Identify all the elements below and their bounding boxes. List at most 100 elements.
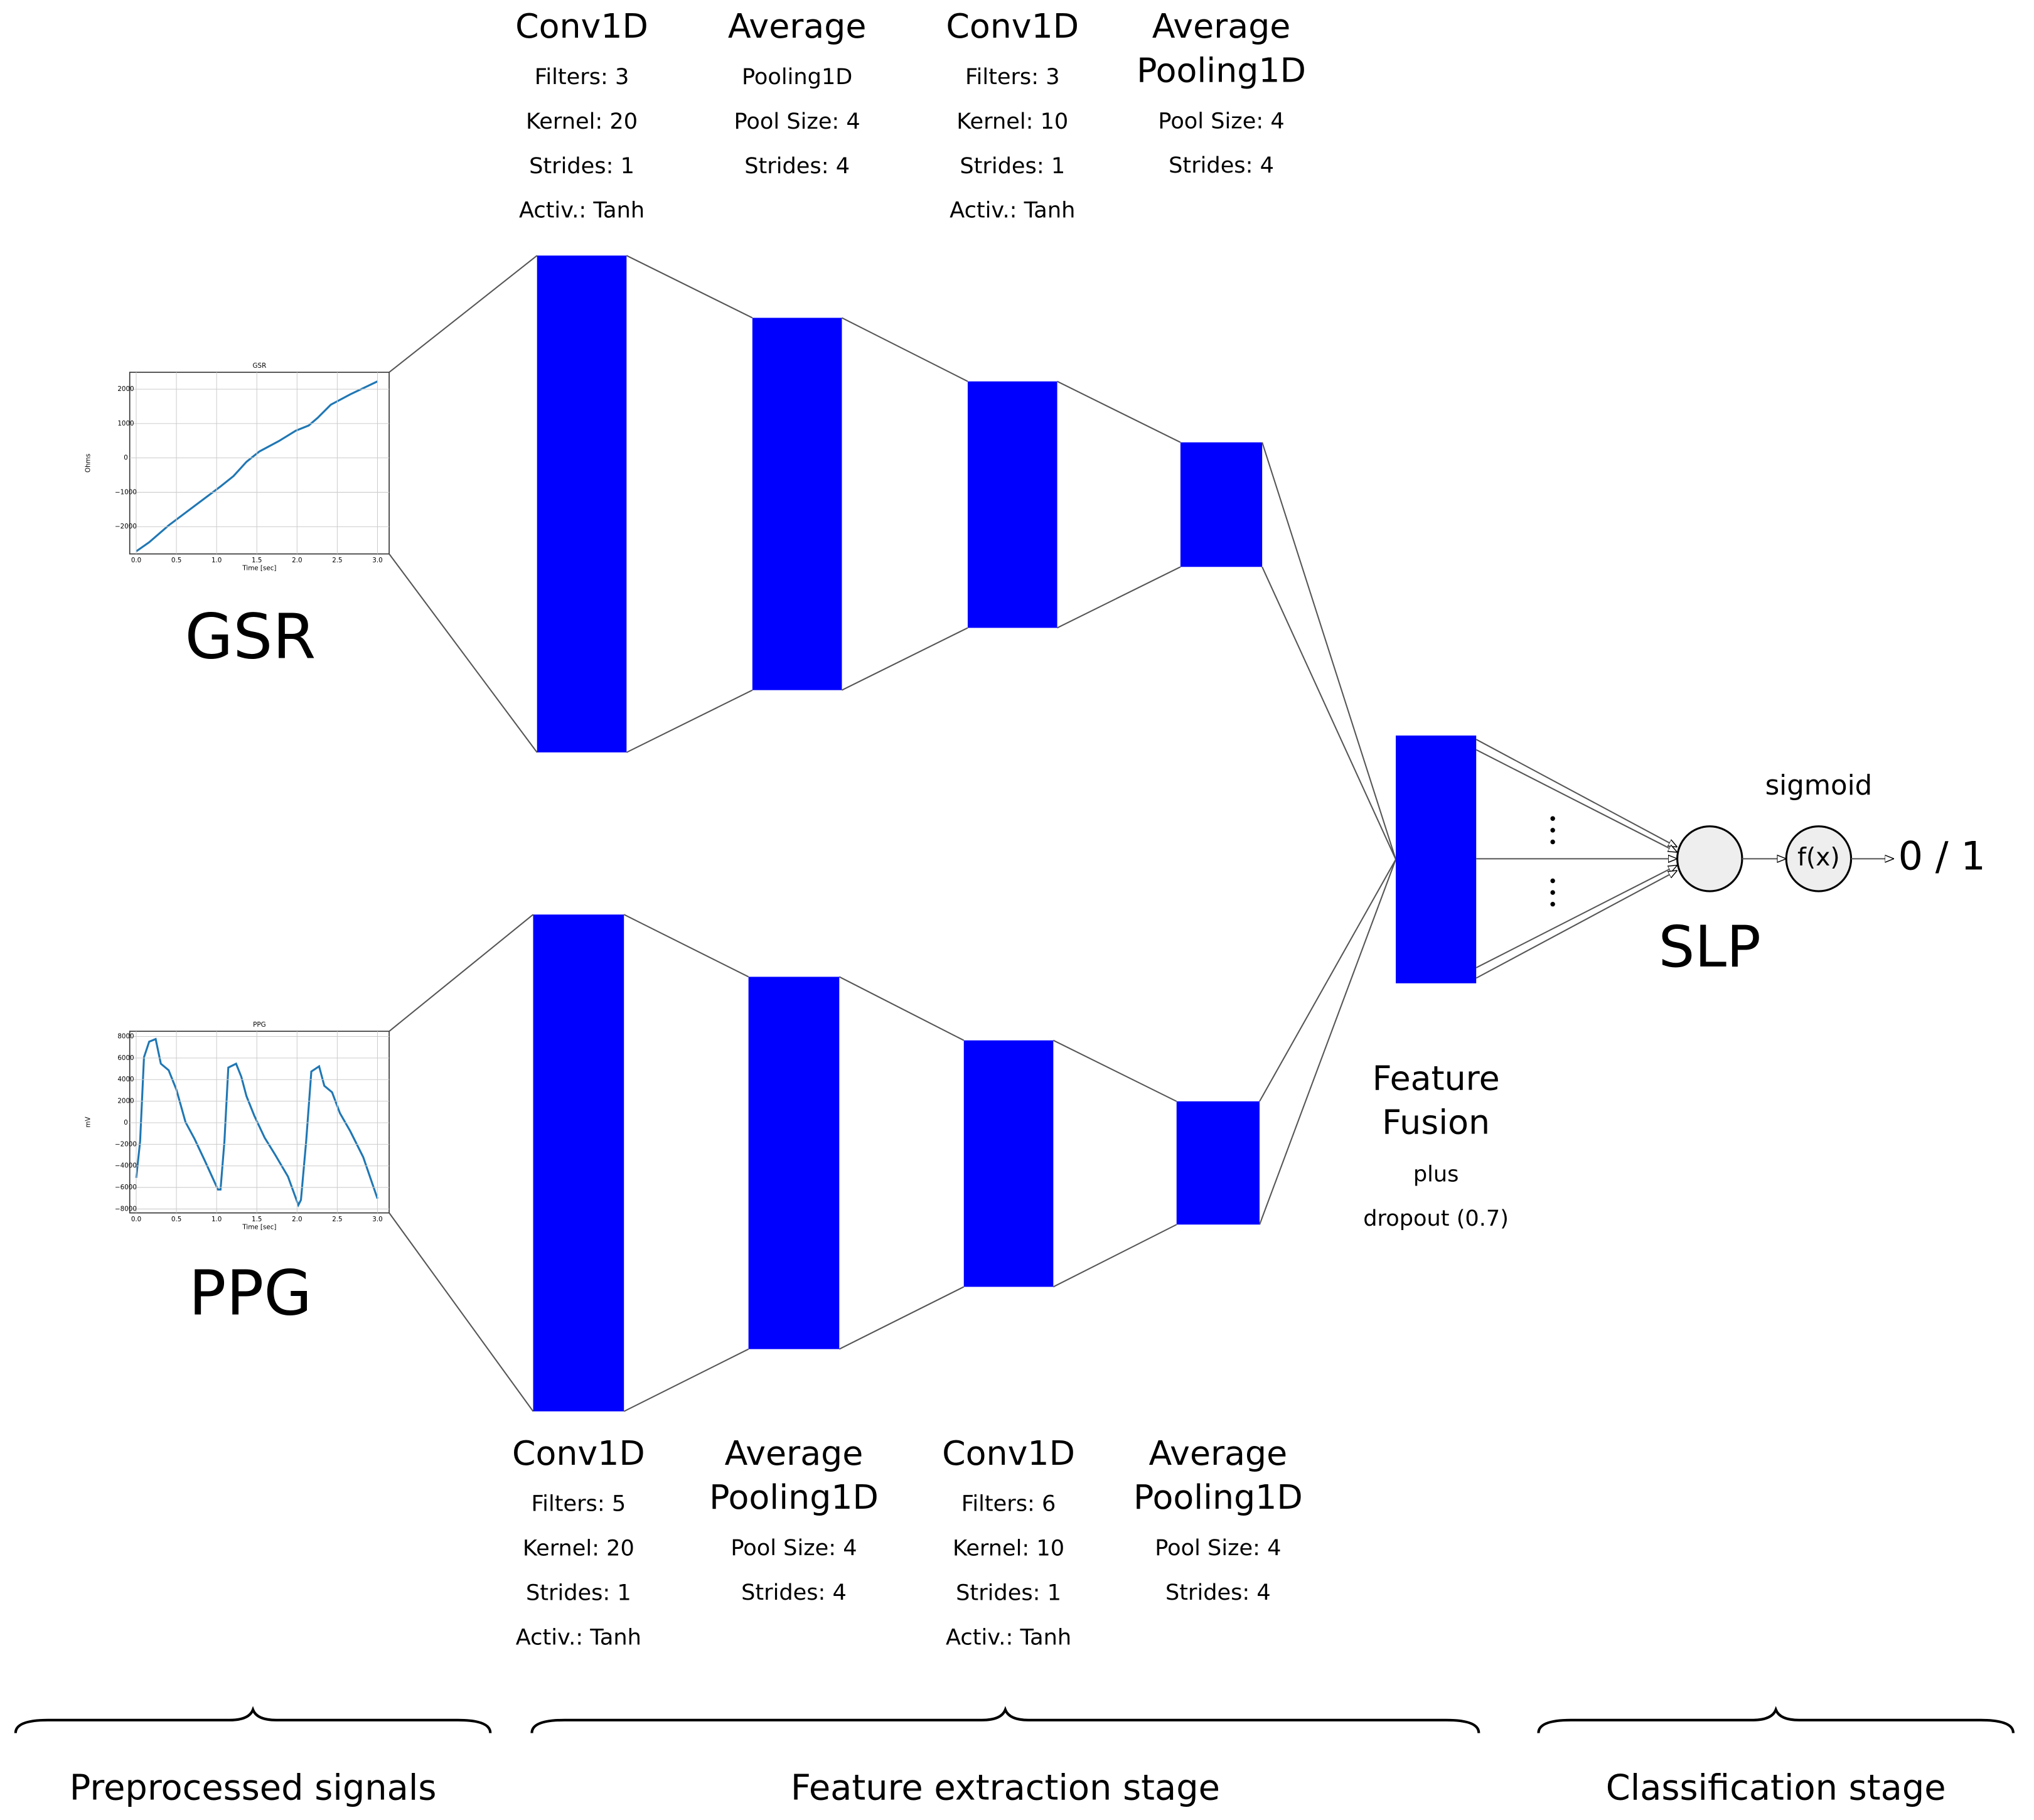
layer-param: Pool Size: 4 [734, 109, 860, 134]
connector [1475, 864, 1677, 968]
y-tick-label: 2000 [117, 1098, 134, 1105]
connector [1057, 380, 1181, 443]
connector [388, 914, 534, 1032]
connector [838, 976, 965, 1041]
layer-block [1176, 1101, 1260, 1225]
layer-name: Conv1D [942, 1433, 1075, 1473]
brace [530, 1706, 1480, 1733]
fusion-note: plus [1413, 1162, 1459, 1187]
x-tick-label: 0.0 [131, 1216, 141, 1223]
x-tick-label: 3.0 [372, 557, 382, 564]
layer-block [1180, 442, 1263, 567]
connector [1057, 566, 1181, 629]
layer-param: Strides: 4 [1169, 153, 1274, 178]
layer-param: Strides: 4 [741, 1580, 847, 1605]
connector [388, 554, 538, 753]
connector [1259, 859, 1396, 1102]
gsr-curve [136, 380, 378, 552]
layer-name: Pooling1D [709, 1477, 879, 1517]
signal-label: GSR [185, 601, 316, 673]
y-tick-label: 0 [124, 454, 128, 462]
plot-y-label: Ohms [85, 454, 92, 473]
plot-title: PPG [253, 1021, 265, 1029]
x-tick-label: 2.0 [292, 1216, 302, 1223]
plot-y-label: mV [85, 1116, 92, 1127]
fusion-title: Feature [1373, 1058, 1500, 1098]
x-tick-label: 1.5 [252, 1216, 262, 1223]
layer-param: Activ.: Tanh [946, 1624, 1071, 1650]
layer-param: Pool Size: 4 [1155, 1535, 1281, 1561]
layer-block [752, 318, 842, 690]
layer-param: Activ.: Tanh [519, 198, 645, 223]
y-tick-label: −2000 [115, 1140, 137, 1148]
x-tick-label: 1.0 [211, 557, 222, 564]
plot-title: GSR [253, 362, 267, 370]
fusion-note: dropout (0.7) [1363, 1206, 1509, 1231]
layer-param: Kernel: 10 [953, 1536, 1064, 1561]
layer-name: Average [725, 1433, 864, 1473]
connector [838, 1286, 965, 1350]
layer-param: Pool Size: 4 [731, 1535, 857, 1561]
ellipsis [1550, 816, 1555, 907]
layer-name: Conv1D [946, 6, 1079, 46]
connector [626, 689, 753, 753]
y-tick-label: −4000 [115, 1162, 137, 1170]
brace [1537, 1706, 2015, 1733]
x-tick-label: 1.0 [211, 1216, 222, 1223]
activation-label: sigmoid [1765, 770, 1873, 801]
connector [623, 914, 749, 978]
connector [1475, 870, 1677, 979]
layer-block [537, 255, 627, 752]
y-tick-label: −1000 [115, 488, 137, 496]
connector [1475, 739, 1677, 847]
connector [1475, 749, 1677, 853]
stage-label: Classification stage [1606, 1768, 1946, 1809]
layer-param: Filters: 3 [535, 64, 629, 90]
y-tick-label: 1000 [117, 420, 134, 427]
fusion-block [1396, 735, 1477, 983]
signal-label: PPG [189, 1257, 313, 1329]
layer-param: Strides: 1 [526, 1580, 631, 1605]
classifier-label: SLP [1659, 914, 1761, 980]
x-tick-label: 0.5 [171, 1216, 181, 1223]
y-tick-label: 4000 [117, 1076, 134, 1083]
layer-param: Kernel: 20 [526, 109, 638, 134]
y-tick-label: 0 [124, 1119, 128, 1127]
plot-frame [129, 372, 390, 555]
connector [388, 1212, 534, 1412]
stage-label: Preprocessed signals [70, 1768, 437, 1809]
layer-block [748, 977, 840, 1349]
activation-function: f(x) [1797, 843, 1840, 872]
layer-param: Kernel: 20 [523, 1536, 634, 1561]
x-tick-label: 1.5 [252, 557, 262, 564]
layer-name: Average [728, 6, 867, 46]
connector [1261, 566, 1396, 860]
connector [1052, 1224, 1177, 1288]
y-tick-label: 2000 [117, 385, 134, 393]
layer-param: Activ.: Tanh [950, 198, 1075, 223]
neuron [1676, 825, 1743, 892]
layer-block [533, 914, 624, 1411]
layer-param: Pool Size: 4 [1158, 108, 1284, 134]
layer-name: Pooling1D [1137, 50, 1306, 90]
layer-param: Strides: 1 [960, 153, 1065, 179]
layer-param: Pooling1D [742, 64, 852, 90]
fusion-title: Fusion [1382, 1103, 1490, 1142]
x-tick-label: 0.0 [131, 557, 141, 564]
plot-frame [129, 1030, 390, 1214]
layer-param: Strides: 1 [529, 153, 634, 179]
x-tick-label: 2.0 [292, 557, 302, 564]
layer-param: Filters: 5 [532, 1491, 626, 1517]
layer-name: Average [1152, 6, 1291, 46]
connector [1259, 859, 1397, 1225]
connector [1261, 442, 1397, 860]
layer-param: Strides: 1 [956, 1580, 1061, 1605]
layer-name: Conv1D [512, 1433, 645, 1473]
layer-param: Kernel: 10 [956, 109, 1068, 134]
layer-name: Conv1D [515, 6, 648, 46]
x-tick-label: 2.5 [332, 557, 342, 564]
layer-param: Strides: 4 [1165, 1580, 1271, 1605]
output-label: 0 / 1 [1898, 833, 1986, 879]
